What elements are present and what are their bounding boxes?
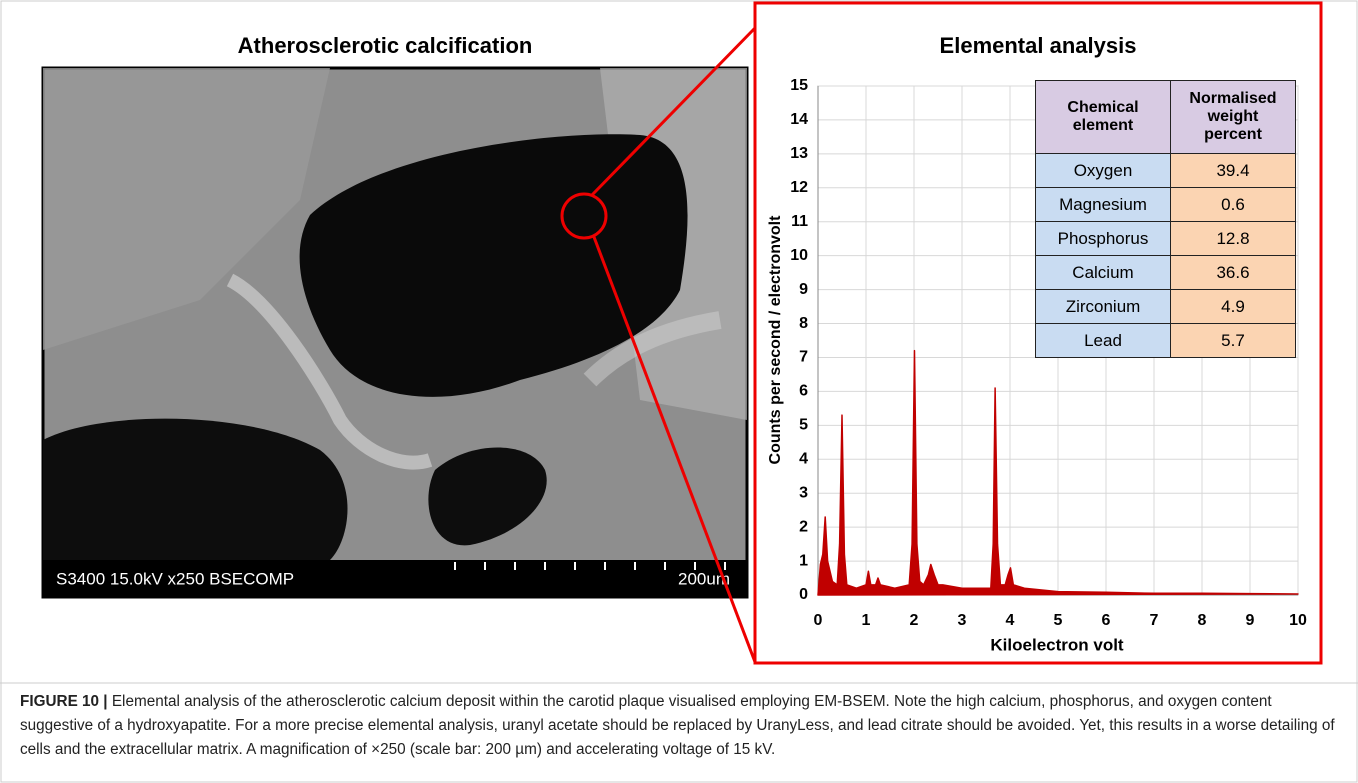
caption-text: Elemental analysis of the atheroscleroti… [20,693,1335,758]
x-tick-label: 3 [958,612,967,629]
table-cell: 4.9 [1171,290,1296,324]
y-tick-label: 3 [799,484,808,501]
y-tick-label: 9 [799,281,808,298]
x-tick-label: 7 [1150,612,1159,629]
table-cell: Phosphorus [1036,222,1171,256]
x-tick-label: 2 [910,612,919,629]
y-tick-label: 12 [790,179,808,196]
image-info: S3400 15.0kV x250 BSECOMP [56,569,294,588]
y-tick-label: 13 [790,145,808,162]
y-tick-label: 7 [799,349,808,366]
table-cell: Lead [1036,324,1171,358]
table-cell: 39.4 [1171,154,1296,188]
y-tick-label: 0 [799,586,808,603]
x-tick-label: 6 [1102,612,1111,629]
table-cell: Oxygen [1036,154,1171,188]
table-cell: 0.6 [1171,188,1296,222]
table-cell: 5.7 [1171,324,1296,358]
x-tick-label: 5 [1054,612,1063,629]
y-tick-label: 5 [799,417,808,434]
table-header: Normalised weight percent [1171,81,1296,154]
caption-label: FIGURE 10 | [20,693,108,710]
table-cell: Magnesium [1036,188,1171,222]
x-tick-label: 8 [1198,612,1207,629]
table-cell: 36.6 [1171,256,1296,290]
y-tick-label: 15 [790,77,808,94]
table-header: Chemical element [1036,81,1171,154]
x-tick-label: 0 [814,612,823,629]
x-tick-label: 9 [1246,612,1255,629]
panel-title: Atherosclerotic calcification [238,33,533,58]
y-tick-label: 14 [790,111,808,128]
x-axis-label: Kiloelectron volt [990,635,1124,654]
y-tick-label: 6 [799,383,808,400]
table-cell: 12.8 [1171,222,1296,256]
y-tick-label: 8 [799,315,808,332]
y-tick-label: 4 [799,450,808,467]
y-tick-label: 10 [790,247,808,264]
y-tick-label: 1 [799,552,808,569]
sem-image [43,68,747,597]
x-tick-label: 10 [1289,612,1307,629]
y-tick-label: 11 [791,213,808,230]
caption: FIGURE 10 | Elemental analysis of the at… [20,690,1340,762]
y-axis-label: Counts per second / electronvolt [767,215,784,465]
x-tick-label: 1 [862,612,871,629]
chart-title: Elemental analysis [940,33,1137,58]
x-tick-label: 4 [1006,612,1015,629]
figure: Atherosclerotic calcification S3400 15.0… [0,0,1358,783]
table-cell: Zirconium [1036,290,1171,324]
table-cell: Calcium [1036,256,1171,290]
y-tick-label: 2 [799,518,808,535]
